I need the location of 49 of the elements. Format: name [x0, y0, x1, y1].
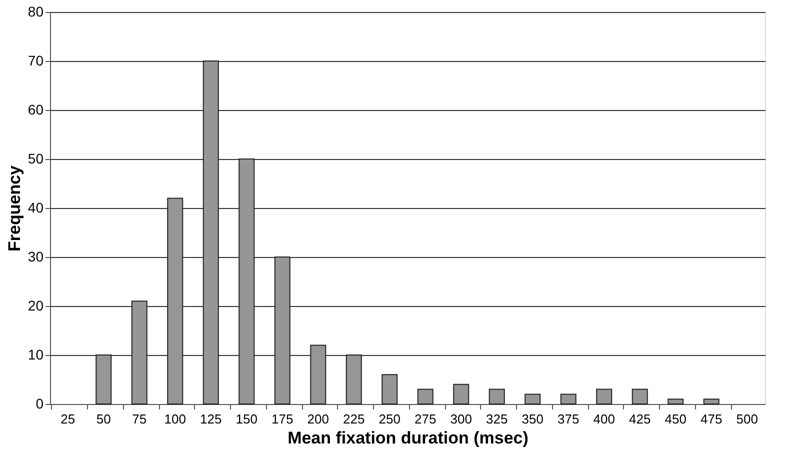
x-tick-label: 275: [414, 412, 436, 426]
bar: [346, 354, 362, 404]
y-tick-label: 10: [28, 346, 44, 362]
x-tick-label: 50: [96, 412, 111, 426]
x-tick-label: 300: [450, 412, 472, 426]
y-tick-label: 70: [28, 52, 44, 68]
bar: [453, 384, 470, 404]
bar: [310, 344, 326, 404]
bar: [596, 388, 612, 404]
x-tick-label: 75: [132, 412, 147, 426]
x-tick-label: 100: [164, 412, 186, 426]
bar: [668, 398, 684, 404]
bar: [560, 394, 576, 404]
x-tick-label: 200: [307, 412, 329, 426]
x-tick-label: 375: [558, 412, 580, 426]
y-tick-label: 0: [36, 396, 44, 412]
x-tick-label: 150: [236, 412, 258, 426]
x-axis-title: Mean fixation duration (msec): [288, 428, 528, 448]
x-tick-label: 25: [60, 412, 76, 426]
x-tick-label: 175: [272, 412, 294, 426]
y-axis-title: Frequency: [4, 164, 24, 252]
bar: [632, 388, 648, 404]
y-tick-label: 80: [28, 4, 44, 20]
y-tick-label: 30: [28, 248, 44, 264]
y-tick-label: 40: [28, 200, 44, 216]
x-tick-label: 450: [664, 412, 686, 426]
bar: [96, 354, 112, 404]
x-tick-label: 250: [378, 412, 400, 426]
bar: [167, 198, 184, 404]
bar: [417, 388, 434, 404]
bar: [131, 300, 148, 404]
y-tick-label: 20: [28, 298, 44, 314]
bar: [238, 158, 255, 404]
bar: [524, 394, 541, 404]
x-tick-label: 400: [593, 412, 615, 426]
x-tick-label: 225: [343, 412, 365, 426]
bar: [703, 398, 720, 404]
y-tick-label: 50: [28, 150, 44, 166]
x-tick-label: 475: [700, 412, 722, 426]
bar: [382, 374, 398, 404]
y-tick-label: 60: [28, 102, 44, 118]
bar: [202, 60, 219, 404]
x-tick-label: 425: [629, 412, 651, 426]
x-tick-label: 500: [736, 412, 758, 426]
x-tick-label: 325: [486, 412, 508, 426]
x-tick-label: 125: [200, 412, 222, 426]
bar: [488, 388, 505, 404]
x-tick-label: 350: [522, 412, 544, 426]
bar: [274, 256, 290, 404]
